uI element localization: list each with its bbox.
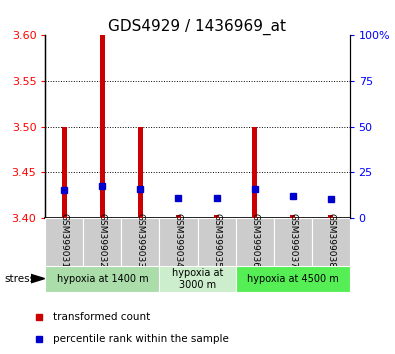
Bar: [100, 35, 105, 218]
Text: hypoxia at
3000 m: hypoxia at 3000 m: [172, 268, 223, 290]
Text: GSM399035: GSM399035: [212, 213, 221, 268]
Text: hypoxia at 4500 m: hypoxia at 4500 m: [246, 274, 339, 284]
Bar: [235, 218, 274, 266]
Bar: [83, 218, 122, 266]
Text: GSM399033: GSM399033: [136, 213, 145, 268]
Bar: [328, 215, 333, 218]
Text: GSM399036: GSM399036: [250, 213, 259, 268]
Bar: [214, 215, 219, 218]
Bar: [273, 218, 312, 266]
Bar: [312, 218, 350, 266]
Bar: [160, 266, 235, 292]
Bar: [290, 215, 295, 218]
Bar: [137, 127, 143, 218]
Text: GSM399038: GSM399038: [326, 213, 335, 268]
Bar: [198, 218, 235, 266]
Text: hypoxia at 1400 m: hypoxia at 1400 m: [56, 274, 148, 284]
Text: stress: stress: [4, 274, 35, 284]
Bar: [45, 218, 83, 266]
Polygon shape: [31, 274, 45, 283]
Text: GSM399031: GSM399031: [60, 213, 69, 268]
Bar: [62, 127, 67, 218]
Bar: [235, 266, 350, 292]
Text: transformed count: transformed count: [53, 312, 150, 322]
Bar: [122, 218, 160, 266]
Bar: [160, 218, 198, 266]
Text: percentile rank within the sample: percentile rank within the sample: [53, 334, 229, 344]
Bar: [176, 215, 181, 218]
Title: GDS4929 / 1436969_at: GDS4929 / 1436969_at: [109, 19, 286, 35]
Text: GSM399034: GSM399034: [174, 213, 183, 268]
Text: GSM399032: GSM399032: [98, 213, 107, 268]
Bar: [252, 127, 258, 218]
Text: GSM399037: GSM399037: [288, 213, 297, 268]
Bar: [45, 266, 160, 292]
